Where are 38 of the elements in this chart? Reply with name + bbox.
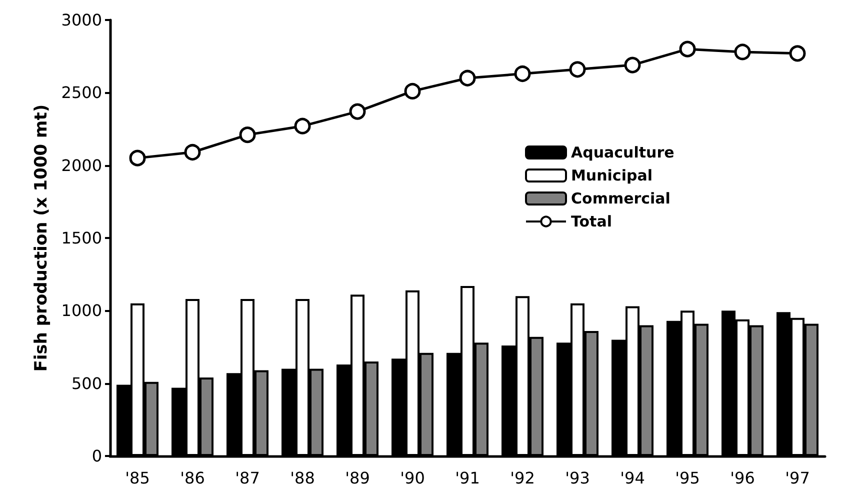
x-tick-label: '96: [730, 468, 755, 488]
point: [514, 66, 531, 82]
x-tick-label: '85: [125, 468, 150, 488]
y-tick-label: 1000: [61, 301, 102, 320]
point: [789, 45, 806, 62]
legend-label: Municipal: [571, 166, 652, 184]
x-tick-label: '92: [510, 468, 535, 488]
y-tick-label: 2500: [61, 83, 102, 102]
legend-label: Aquaculture: [571, 144, 674, 162]
point: [734, 44, 751, 60]
legend-label: Commercial: [571, 190, 670, 208]
x-tick-label: '94: [620, 468, 645, 488]
point: [294, 118, 311, 134]
x-tick-label: '90: [400, 468, 425, 488]
point: [184, 144, 201, 160]
point: [459, 70, 476, 86]
legend-label: Total: [571, 212, 612, 230]
point: [129, 150, 146, 166]
y-tick-label: 500: [71, 374, 102, 393]
x-tick-label: '87: [235, 468, 260, 488]
x-tick-label: '95: [675, 468, 700, 488]
y-axis-title: Fish production (x 1000 mt): [32, 104, 52, 372]
x-tick-label: '93: [565, 468, 590, 488]
x-tick-label: '91: [455, 468, 480, 488]
y-tick-label: 1500: [61, 228, 102, 248]
point: [624, 56, 641, 74]
x-tick-label: '89: [345, 468, 370, 488]
y-tick-label: 3000: [61, 10, 102, 30]
x-tick-label: '86: [180, 468, 205, 488]
y-tick-label: 0: [92, 446, 102, 466]
point: [239, 126, 256, 144]
point: [349, 103, 366, 120]
point: [569, 61, 586, 78]
point: [679, 40, 696, 58]
y-tick-label: 2000: [61, 156, 102, 175]
x-tick-label: '88: [290, 468, 315, 488]
point: [404, 82, 421, 100]
x-tick-label: '97: [785, 468, 810, 488]
